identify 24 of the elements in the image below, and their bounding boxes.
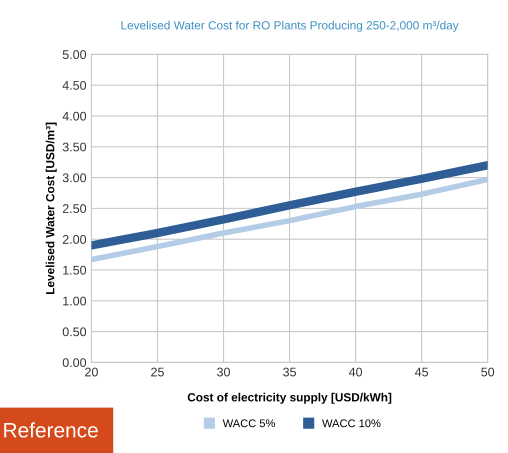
y-tick-label: 0.00 xyxy=(62,358,86,368)
y-tick-label: 1.50 xyxy=(63,266,86,275)
y-tick-label: 3.00 xyxy=(62,173,86,182)
x-tick-label: 35 xyxy=(283,368,296,376)
x-tick-label: 50 xyxy=(481,368,494,376)
y-tick-label: 4.00 xyxy=(62,112,86,121)
y-tick-label: 4.50 xyxy=(62,80,86,90)
y-tick-label: 5.00 xyxy=(62,50,86,60)
x-tick-label: 20 xyxy=(85,368,98,376)
x-tick-label: 45 xyxy=(414,368,428,376)
text: Reference xyxy=(4,422,98,438)
y-tick-label: 3.50 xyxy=(62,142,86,152)
legend-label: WACC 5% xyxy=(222,419,275,428)
legend-label: WACC 10% xyxy=(322,419,380,428)
chart-title: Levelised Water Cost for RO Plants Producing 250-2,000 m³/day xyxy=(121,20,459,32)
x-tick-label: 25 xyxy=(151,368,164,376)
y-tick-label: 2.00 xyxy=(62,234,86,244)
y-tick-label: 0.50 xyxy=(62,327,86,336)
y-tick-label: 1.00 xyxy=(63,296,86,306)
y-axis-title: Levelised Water Cost [USD/m³] xyxy=(46,122,57,294)
x-axis-title: Cost of electricity supply [USD/kWh] xyxy=(188,392,392,404)
y-tick-label: 2.50 xyxy=(62,204,86,214)
x-tick-label: 40 xyxy=(348,368,362,376)
x-tick-label: 30 xyxy=(217,368,230,376)
